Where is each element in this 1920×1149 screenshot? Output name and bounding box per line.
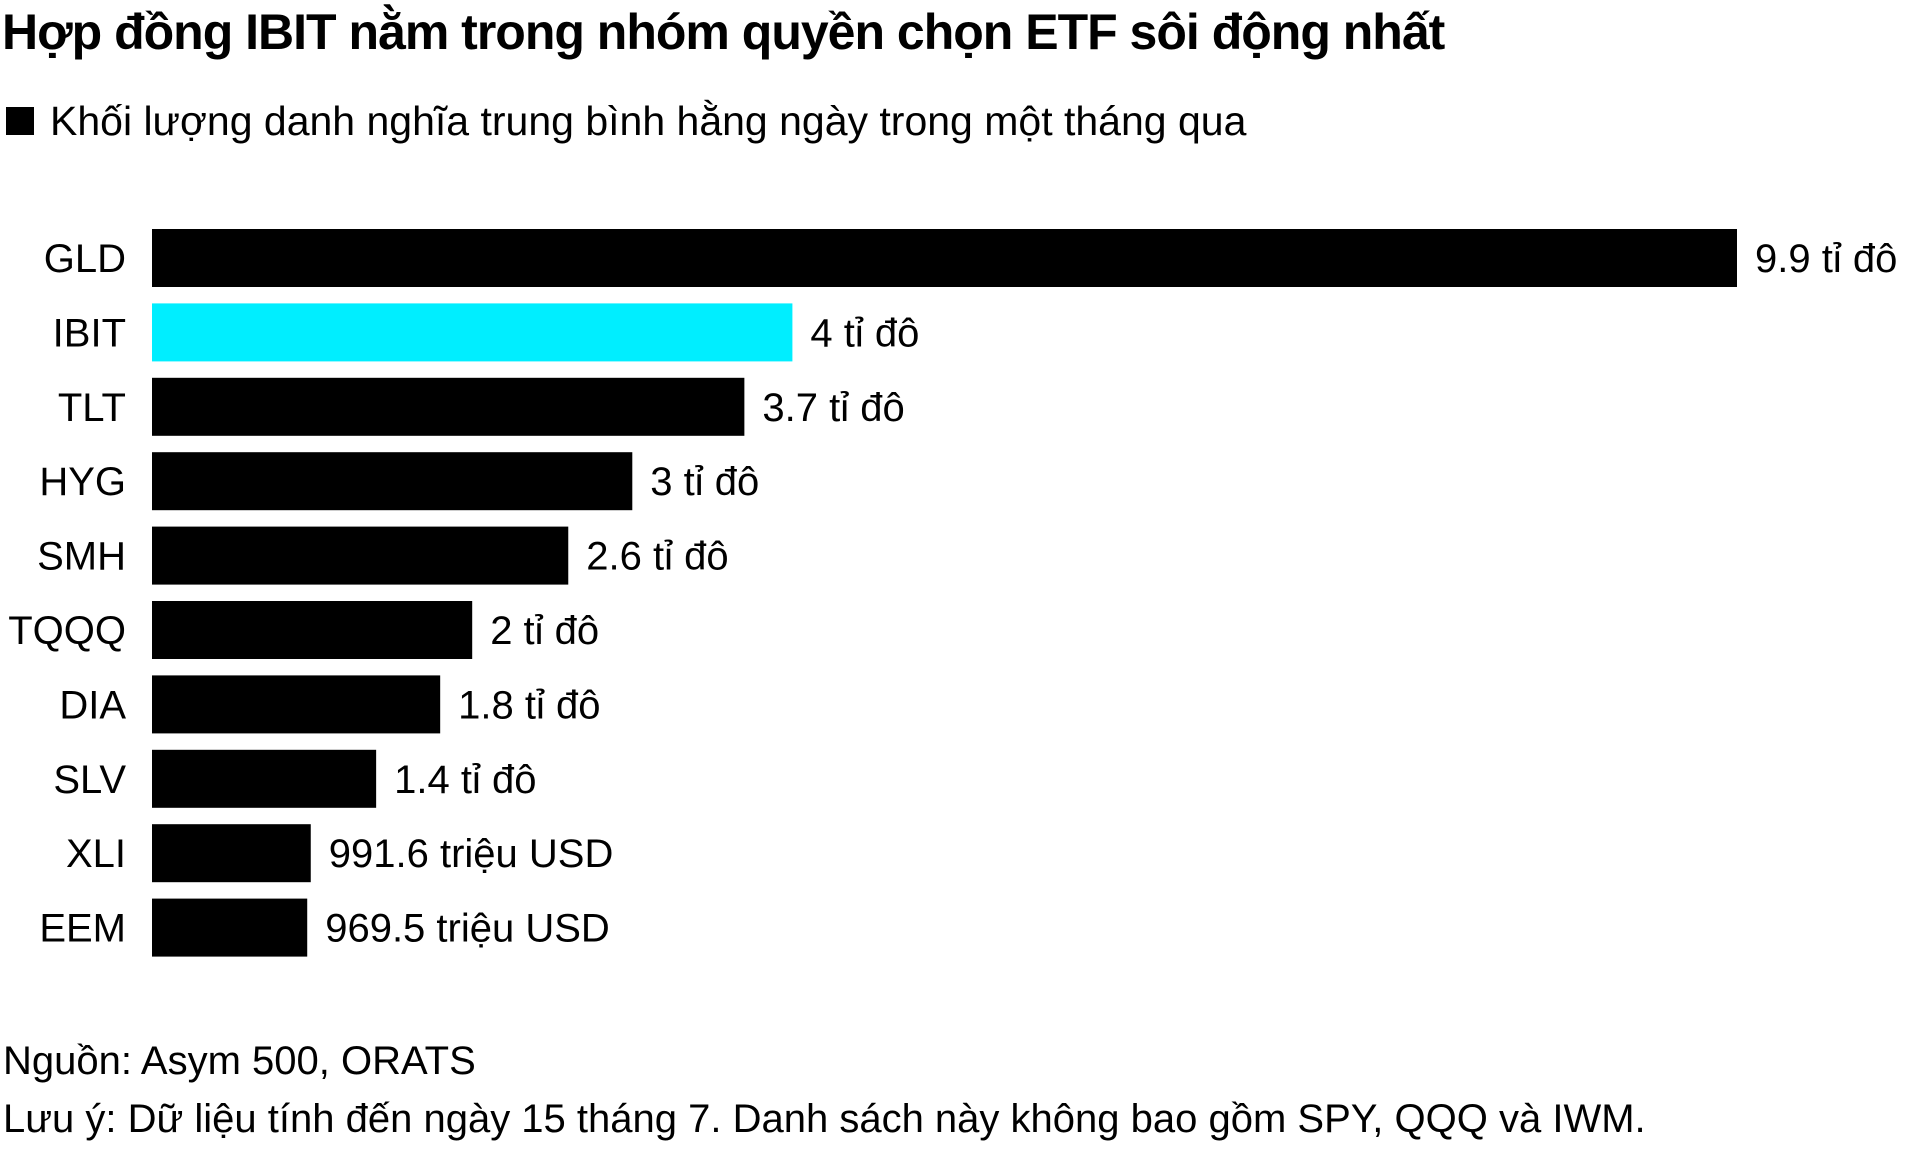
category-label: SMH: [37, 535, 126, 579]
category-label: TQQQ: [8, 609, 126, 653]
bar-ibit: [152, 303, 793, 362]
bar-xli: [152, 824, 311, 883]
bar-tlt: [152, 377, 745, 436]
bar-hyg: [152, 452, 633, 511]
category-label: HYG: [39, 460, 126, 504]
bar-chart: GLD 9.9 tỉ đô IBIT 4 tỉ đô TLT 3.7 tỉ đô HYG 3 …: [8, 229, 1897, 957]
category-label: XLI: [66, 832, 126, 876]
category-label: SLV: [53, 758, 126, 802]
category-label: TLT: [58, 386, 126, 430]
chart-title: Hợp đồng IBIT nằm trong nhóm quyền chọn …: [2, 4, 1445, 60]
legend-label: Khối lượng danh nghĩa trung bình hằng ng…: [50, 98, 1247, 144]
category-label: DIA: [59, 683, 126, 727]
data-label: 991.6 triệu USD: [329, 832, 614, 876]
source-note: Nguồn: Asym 500, ORATS: [3, 1039, 476, 1083]
data-label: 3.7 tỉ đô: [762, 386, 904, 430]
legend-swatch-icon: [6, 107, 34, 135]
data-label: 1.4 tỉ đô: [394, 758, 536, 802]
bar-tqqq: [152, 601, 473, 659]
bar-eem: [152, 898, 308, 957]
category-label: GLD: [44, 237, 126, 281]
data-label: 3 tỉ đô: [650, 460, 759, 504]
legend: Khối lượng danh nghĩa trung bình hằng ng…: [6, 96, 1246, 146]
footnote: Lưu ý: Dữ liệu tính đến ngày 15 tháng 7.…: [3, 1097, 1646, 1141]
bar-gld: [152, 229, 1737, 287]
data-label: 9.9 tỉ đô: [1755, 237, 1897, 281]
data-label: 1.8 tỉ đô: [458, 683, 600, 727]
data-label: 969.5 triệu USD: [325, 907, 610, 951]
bar-dia: [152, 675, 441, 734]
bar-slv: [152, 749, 377, 808]
data-label: 4 tỉ đô: [810, 311, 919, 355]
category-label: EEM: [39, 907, 126, 951]
data-label: 2.6 tỉ đô: [586, 535, 728, 579]
category-label: IBIT: [53, 311, 126, 355]
data-label: 2 tỉ đô: [490, 609, 599, 653]
bar-smh: [152, 526, 569, 585]
